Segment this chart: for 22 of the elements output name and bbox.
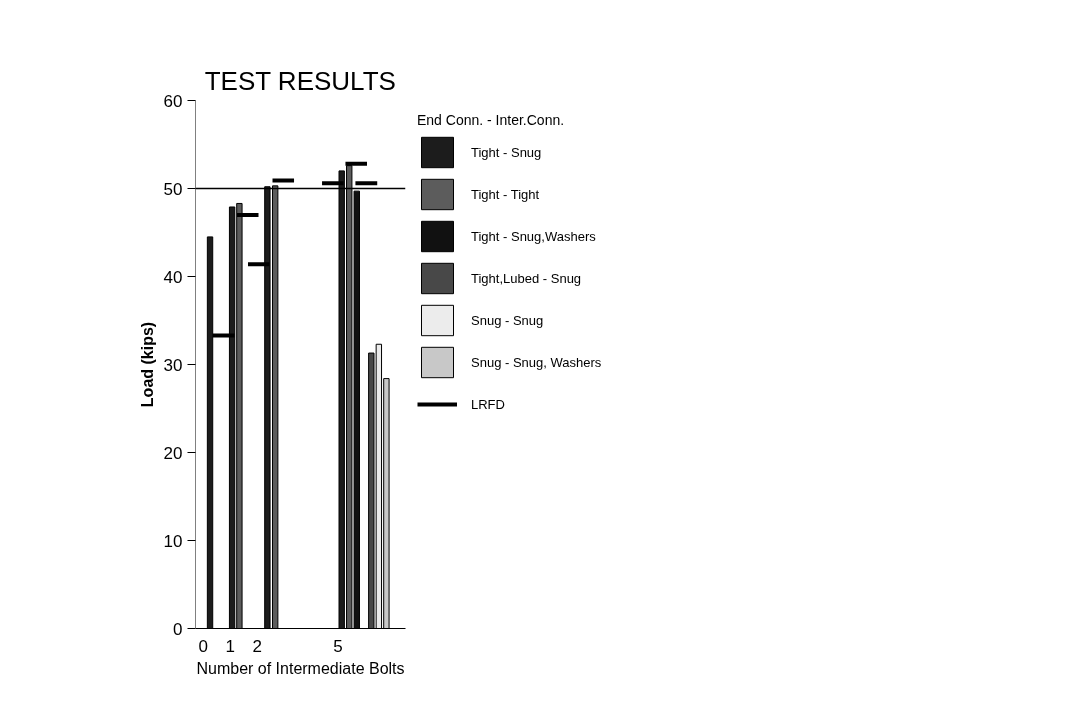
y-tick-label: 10 <box>163 531 183 551</box>
x-tick-label: 2 <box>252 636 262 656</box>
y-tick-label: 50 <box>163 179 183 199</box>
x-tick-label: 5 <box>333 636 343 656</box>
legend-label: LRFD <box>471 396 505 412</box>
y-tick-label: 20 <box>163 443 183 463</box>
legend-label: Tight,Lubed - Snug <box>471 270 582 286</box>
x-axis-title: Number of Intermediate Bolts <box>196 659 405 677</box>
legend-label: Tight - Snug,Washers <box>471 228 596 244</box>
legend-label: Snug - Snug <box>471 312 544 328</box>
legend-label: Tight - Snug <box>471 144 542 160</box>
y-axis-title: Load (kips) <box>138 321 156 408</box>
legend-label: Tight - Tight <box>471 186 540 202</box>
legend-label: Snug - Snug, Washers <box>471 354 602 370</box>
x-tick-label: 1 <box>225 636 235 656</box>
y-tick-label: 40 <box>163 267 183 287</box>
x-tick-label: 0 <box>198 636 209 656</box>
y-tick-label: 30 <box>163 355 183 375</box>
chart-title: TEST RESULTS <box>204 65 396 96</box>
y-tick-label: 60 <box>163 91 183 111</box>
y-tick-label: 0 <box>173 619 183 639</box>
legend-title: End Conn. - Inter.Conn. <box>417 112 566 128</box>
